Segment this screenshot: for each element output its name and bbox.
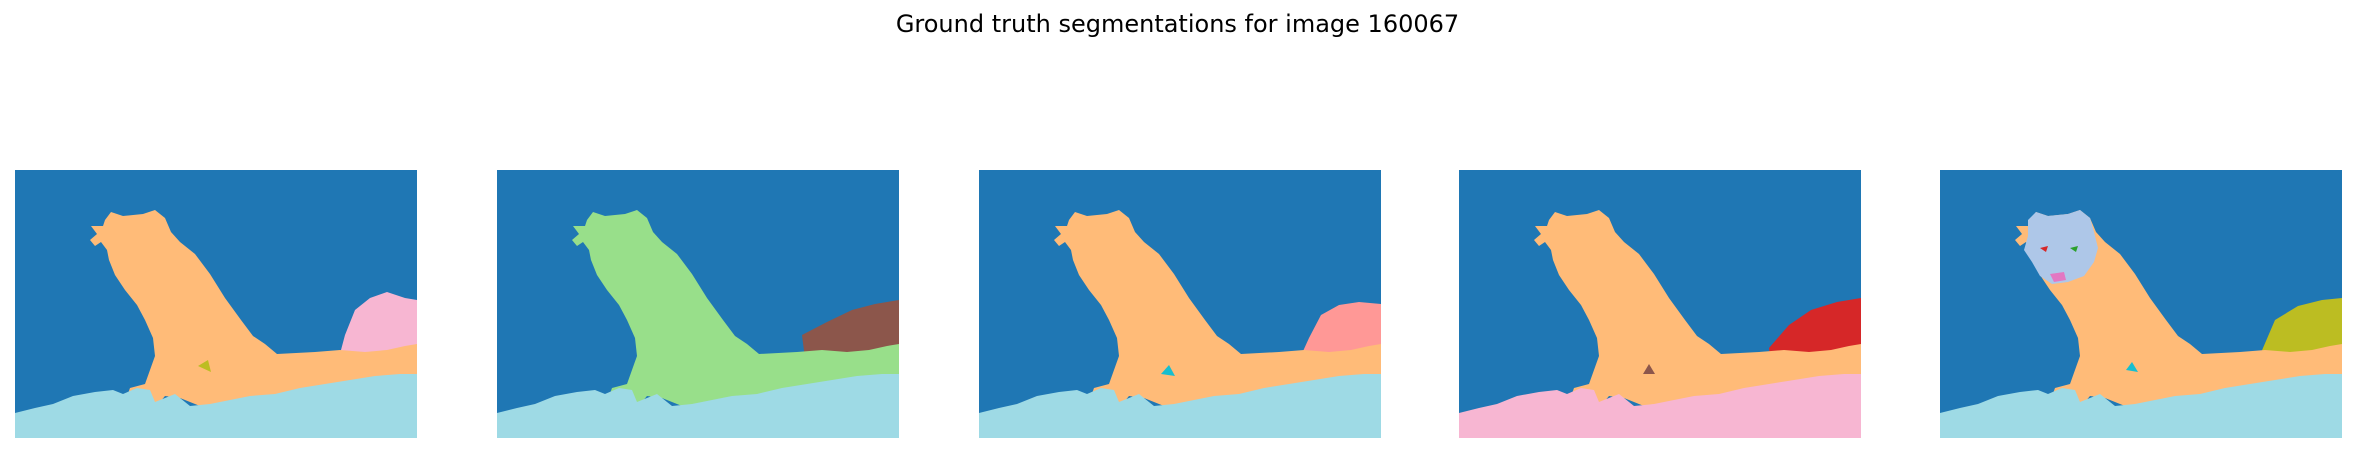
ground-region: [497, 374, 899, 438]
cat-region: [90, 210, 417, 410]
ground-region: [15, 374, 417, 438]
small-blob: [2126, 362, 2138, 372]
segmentation-panel-3: [979, 170, 1381, 438]
mouth-region: [2050, 272, 2066, 282]
segmentation-panel-2: [497, 170, 899, 438]
head-region: [2024, 210, 2098, 284]
ground-region: [1459, 374, 1861, 438]
ground-region: [979, 374, 1381, 438]
small-blob: [198, 360, 211, 372]
eye-left: [2040, 246, 2048, 252]
small-blob: [1161, 365, 1175, 376]
figure-title: Ground truth segmentations for image 160…: [895, 10, 1460, 38]
segmentation-panel-5: [1940, 170, 2342, 438]
segmentation-panel-1: [15, 170, 417, 438]
small-blob: [1643, 364, 1655, 374]
cat-region: [2015, 210, 2342, 410]
cat-region: [1054, 210, 1381, 410]
segmentation-panel-4: [1459, 170, 1861, 438]
ground-region: [1940, 374, 2342, 438]
cat-region: [572, 210, 899, 410]
eye-right: [2070, 246, 2078, 252]
cat-region: [1534, 210, 1861, 410]
